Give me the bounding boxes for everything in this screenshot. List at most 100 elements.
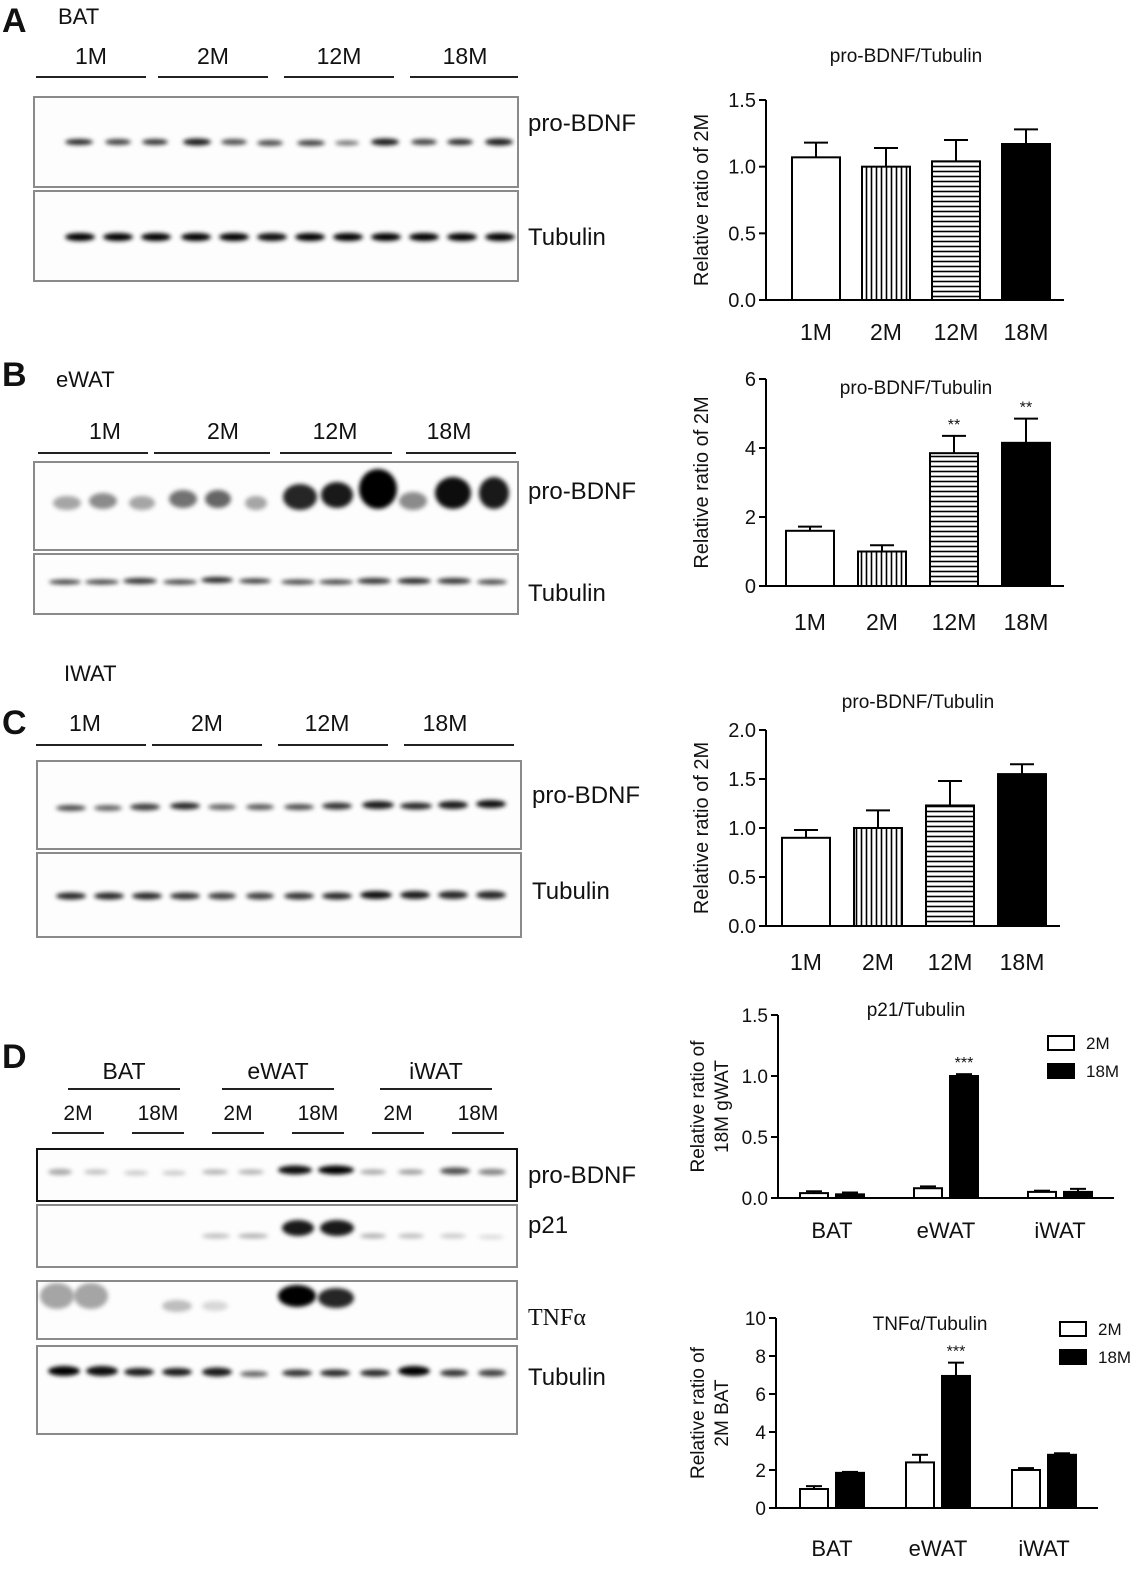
blot-band: [129, 496, 155, 510]
group-label-a-4: 18M: [442, 43, 488, 69]
blot-band: [438, 801, 468, 809]
blot-band: [221, 139, 247, 145]
blot-band: [74, 1283, 108, 1309]
group-underline: [380, 1088, 492, 1090]
x-tick-label: iWAT: [1034, 1218, 1085, 1243]
y-tick-label: 2: [755, 1461, 766, 1482]
blot-band: [397, 578, 431, 584]
blot-band: [371, 233, 401, 241]
y-tick-label: 0.5: [728, 867, 756, 889]
chart-title: TNFα/Tubulin: [873, 1314, 988, 1335]
x-tick-label: 12M: [932, 609, 977, 635]
group-label-c-3: 12M: [304, 710, 350, 736]
blot-band: [53, 496, 81, 510]
x-tick-label: 12M: [928, 949, 973, 975]
blot-band: [170, 892, 200, 900]
bar-eWAT-2M: [905, 1461, 935, 1509]
western-blot-tubulin-d: [36, 1345, 518, 1435]
blot-band: [162, 1300, 192, 1312]
blot-band: [322, 892, 352, 900]
blot-label-pro-bdnf-b: pro-BDNF: [528, 478, 637, 505]
panel-letter-c: C: [2, 704, 27, 742]
bar-eWAT-18M: [941, 1374, 971, 1509]
blot-band: [48, 1169, 72, 1175]
blot-band: [170, 802, 200, 810]
blot-label-tubulin-a: Tubulin: [528, 224, 606, 251]
bar-iWAT-2M: [1011, 1469, 1041, 1509]
x-tick-label: BAT: [811, 1218, 852, 1243]
bar-iWAT-18M: [1047, 1453, 1077, 1510]
y-tick-label: 4: [755, 1423, 766, 1444]
bar-iWAT-18M: [1063, 1190, 1093, 1199]
grouped-bar-chart-p21: p21/Tubulin 0.0 0.5 1.0 1.5 Relative ratio of…: [688, 1000, 1119, 1243]
group-underline: [280, 452, 392, 454]
blot-band: [278, 1165, 312, 1175]
blot-band: [239, 578, 271, 584]
legend-swatch: [1059, 1321, 1087, 1337]
bar-BAT-2M: [799, 1192, 829, 1199]
group-label-b-2: 2M: [207, 418, 239, 444]
group-underline: [278, 744, 388, 746]
blot-band: [320, 1369, 350, 1377]
blot-band: [89, 493, 117, 509]
blot-band: [162, 1170, 186, 1176]
blot-band: [238, 1233, 268, 1239]
y-tick-label: 0.0: [728, 290, 756, 312]
panel-letter-b: B: [2, 356, 27, 394]
bar-18M: [1001, 441, 1051, 587]
y-tick-label: 2.0: [728, 720, 756, 742]
tissue-label-d-iwat: iWAT: [409, 1058, 463, 1084]
blot-band: [360, 891, 392, 899]
group-underline: [404, 744, 514, 746]
blot-band: [360, 1369, 390, 1377]
group-underline: [38, 452, 148, 454]
western-blot-pro-bdnf-a: [33, 96, 519, 188]
blot-band: [318, 1165, 354, 1175]
western-blot-tubulin-c: [36, 852, 522, 938]
blot-band: [84, 1169, 108, 1175]
significance-marker: **: [1020, 400, 1032, 417]
western-blot-tubulin-b: [33, 553, 519, 615]
western-blot-tnfa-d: [36, 1280, 518, 1340]
blot-band: [132, 892, 162, 900]
blot-band: [322, 802, 352, 810]
western-blot-p21-d: [36, 1204, 518, 1268]
tissue-label-d-bat: BAT: [102, 1058, 146, 1084]
bar-chart-b: pro-BDNF/Tubulin 0 2 4 6 Relative ratio of 2M…: [691, 369, 1064, 635]
age-underline: [452, 1132, 504, 1134]
blot-band: [238, 1169, 264, 1175]
blot-band: [123, 578, 157, 584]
group-underline: [410, 76, 518, 78]
bar-eWAT-18M: [949, 1075, 979, 1199]
y-tick-label: 8: [755, 1347, 766, 1368]
blot-band: [85, 579, 119, 585]
x-tick-label: eWAT: [909, 1536, 968, 1561]
panel-letter-a: A: [2, 2, 27, 40]
blot-band: [476, 891, 506, 899]
blot-band: [163, 579, 197, 585]
legend-swatch: [1059, 1349, 1087, 1365]
blot-band: [202, 1169, 228, 1175]
blot-band: [485, 233, 515, 241]
x-tick-label: 18M: [1004, 319, 1049, 345]
bar-1M: [785, 529, 835, 588]
blot-band: [398, 1169, 424, 1175]
blot-band: [257, 233, 287, 241]
y-tick-label: 10: [745, 1309, 766, 1330]
x-tick-label: 1M: [800, 319, 832, 345]
tissue-label-a: BAT: [58, 4, 100, 29]
blot-band: [297, 140, 325, 146]
group-underline: [406, 452, 516, 454]
bar-12M: [925, 804, 975, 927]
bar-BAT-2M: [799, 1488, 829, 1509]
blot-band: [335, 140, 359, 146]
group-label-b-4: 18M: [426, 418, 472, 444]
age-underline: [212, 1132, 264, 1134]
bar-18M: [1001, 143, 1051, 301]
blot-band: [281, 579, 315, 585]
group-underline: [36, 76, 146, 78]
group-label-a-2: 2M: [197, 43, 229, 69]
blot-band: [282, 1220, 314, 1236]
group-label-b-3: 12M: [312, 418, 358, 444]
bar-iWAT-2M: [1027, 1190, 1057, 1199]
